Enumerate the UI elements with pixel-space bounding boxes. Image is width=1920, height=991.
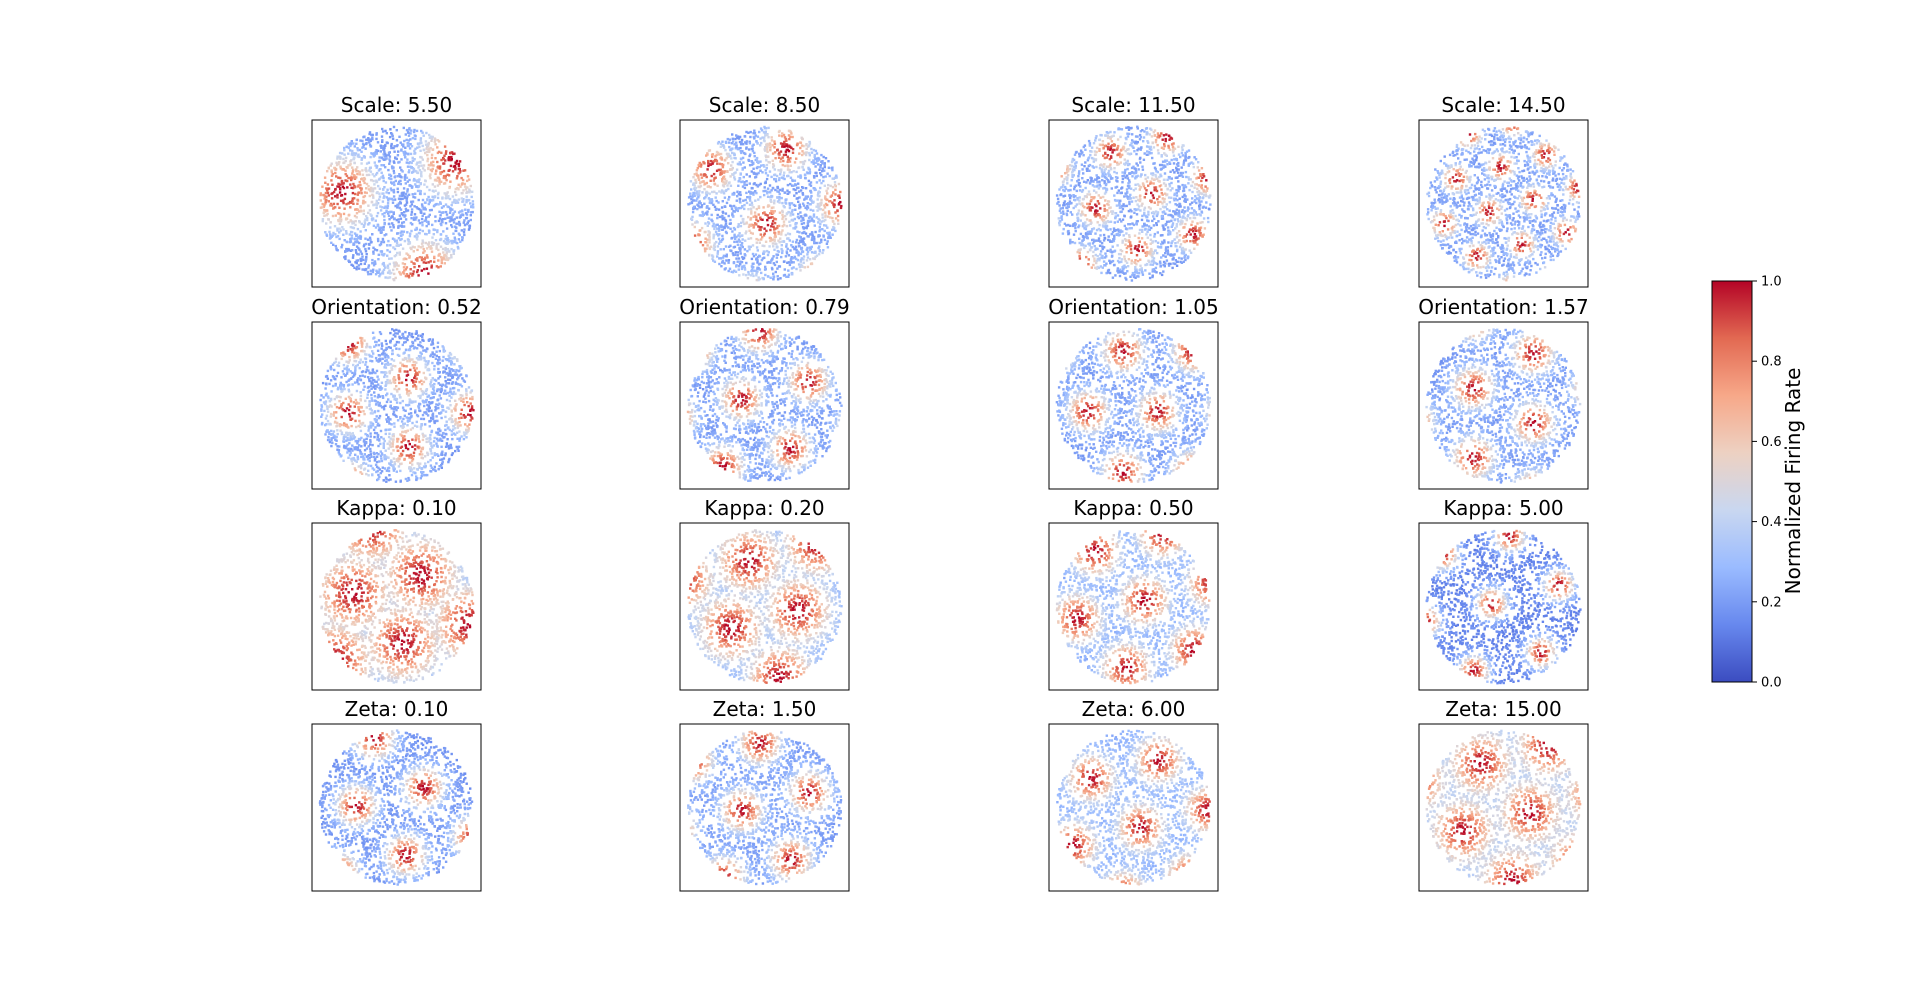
panel-scale: Scale: 11.50 [1049, 93, 1218, 287]
firing-rate-map [1056, 126, 1212, 282]
firing-rate-map [319, 529, 474, 684]
panel-title: Scale: 8.50 [709, 93, 820, 117]
colorbar-tick-label: 0.6 [1761, 435, 1782, 450]
colorbar-gradient [1712, 281, 1752, 682]
panel-kappa: Kappa: 0.20 [680, 496, 849, 690]
firing-rate-map [1425, 328, 1581, 483]
panel-title: Kappa: 0.50 [1073, 496, 1193, 520]
panel-title: Scale: 14.50 [1441, 93, 1565, 117]
colorbar: 0.0 0.2 0.4 0.6 0.8 1.0 Normalized Firing Rat… [1712, 275, 1805, 691]
firing-rate-map [319, 328, 474, 483]
panel-title: Orientation: 0.52 [311, 295, 482, 319]
panel-title: Orientation: 1.05 [1048, 295, 1219, 319]
panel-scale: Scale: 14.50 [1419, 93, 1588, 287]
panel-scale: Scale: 5.50 [312, 93, 481, 287]
panel-kappa: Kappa: 0.10 [312, 496, 481, 690]
firing-rate-map [1056, 730, 1211, 886]
panel-title: Zeta: 1.50 [713, 697, 817, 721]
panel-scale: Scale: 8.50 [680, 93, 849, 287]
colorbar-tick-label: 1.0 [1761, 275, 1782, 290]
firing-rate-map [1426, 127, 1580, 282]
panel-title: Zeta: 6.00 [1082, 697, 1186, 721]
panel-title: Zeta: 15.00 [1445, 697, 1561, 721]
panel-title: Scale: 11.50 [1071, 93, 1195, 117]
panel-kappa: Kappa: 5.00 [1419, 496, 1588, 690]
panel-orientation: Orientation: 1.05 [1048, 295, 1219, 489]
panel-zeta: Zeta: 1.50 [680, 697, 849, 891]
panel-orientation: Orientation: 1.57 [1418, 295, 1589, 489]
firing-rate-map [319, 729, 473, 885]
firing-rate-map [687, 126, 842, 281]
firing-rate-map [688, 529, 843, 684]
colorbar-tick-label: 0.2 [1761, 595, 1782, 610]
firing-rate-map [1056, 530, 1211, 684]
panel-zeta: Zeta: 0.10 [312, 697, 481, 891]
panel-title: Scale: 5.50 [341, 93, 452, 117]
panel-title: Zeta: 0.10 [345, 697, 449, 721]
colorbar-label: Normalized Firing Rate [1781, 368, 1805, 595]
panel-title: Kappa: 0.20 [704, 496, 824, 520]
firing-rate-map [1056, 328, 1211, 483]
panel-title: Orientation: 1.57 [1418, 295, 1589, 319]
panel-kappa: Kappa: 0.50 [1049, 496, 1218, 690]
firing-rate-map [687, 328, 843, 482]
panel-title: Kappa: 0.10 [336, 496, 456, 520]
panel-zeta: Zeta: 15.00 [1419, 697, 1588, 891]
firing-rate-map [1426, 530, 1582, 685]
colorbar-tick-label: 0.8 [1761, 355, 1782, 370]
colorbar-ticks: 0.0 0.2 0.4 0.6 0.8 1.0 [1752, 275, 1782, 691]
colorbar-tick-label: 0.4 [1761, 515, 1782, 530]
firing-rate-map [320, 126, 475, 281]
panel-title: Kappa: 5.00 [1443, 496, 1563, 520]
panel-grid: Scale: 5.50 Scale: 8.50 Scale: 11.50 Scale:… [311, 93, 1589, 891]
firing-rate-map [1426, 730, 1582, 885]
panel-orientation: Orientation: 0.52 [311, 295, 482, 489]
colorbar-tick-label: 0.0 [1761, 676, 1782, 691]
firing-rate-map [687, 731, 842, 886]
panel-zeta: Zeta: 6.00 [1049, 697, 1218, 891]
panel-orientation: Orientation: 0.79 [679, 295, 850, 489]
panel-title: Orientation: 0.79 [679, 295, 850, 319]
